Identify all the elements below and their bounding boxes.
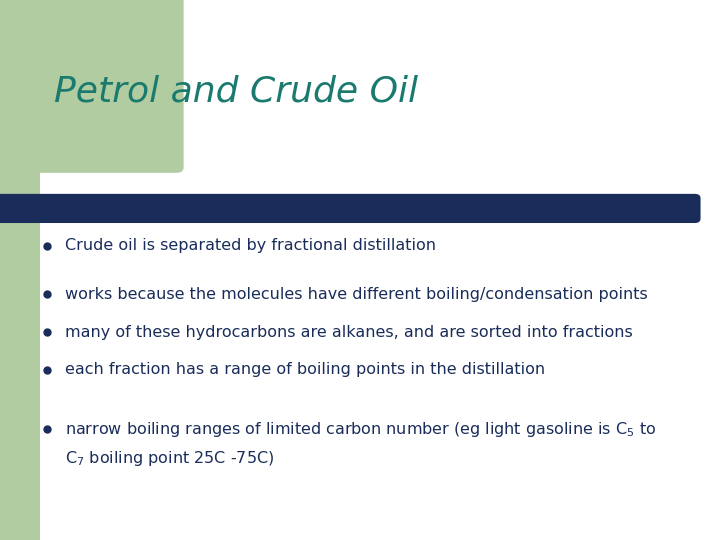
FancyBboxPatch shape: [0, 194, 701, 223]
Text: each fraction has a range of boiling points in the distillation: each fraction has a range of boiling poi…: [65, 362, 545, 377]
Text: Petrol and Crude Oil: Petrol and Crude Oil: [54, 75, 418, 109]
FancyBboxPatch shape: [0, 0, 184, 173]
Text: Crude oil is separated by fractional distillation: Crude oil is separated by fractional dis…: [65, 238, 436, 253]
Text: many of these hydrocarbons are alkanes, and are sorted into fractions: many of these hydrocarbons are alkanes, …: [65, 325, 633, 340]
Text: narrow boiling ranges of limited carbon number (eg light gasoline is C$_5$ to: narrow boiling ranges of limited carbon …: [65, 420, 656, 439]
Text: C$_7$ boiling point 25C -75C): C$_7$ boiling point 25C -75C): [65, 449, 274, 469]
Bar: [0, 167, 40, 540]
Text: works because the molecules have different boiling/condensation points: works because the molecules have differe…: [65, 287, 647, 302]
